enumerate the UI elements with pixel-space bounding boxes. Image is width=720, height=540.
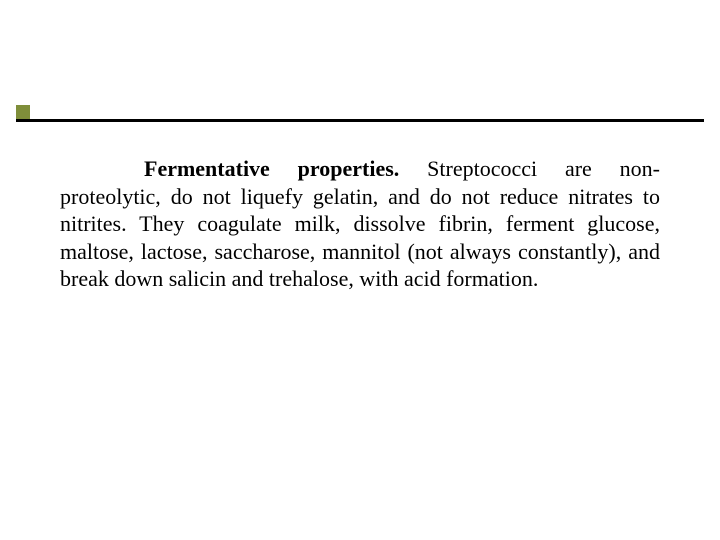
paragraph-heading: Fermentative properties. — [144, 156, 399, 181]
horizontal-rule — [16, 119, 704, 122]
accent-square-marker — [16, 105, 30, 119]
body-paragraph: Fermentative properties. Streptococci ar… — [60, 155, 660, 293]
slide-body: Fermentative properties. Streptococci ar… — [60, 155, 660, 293]
